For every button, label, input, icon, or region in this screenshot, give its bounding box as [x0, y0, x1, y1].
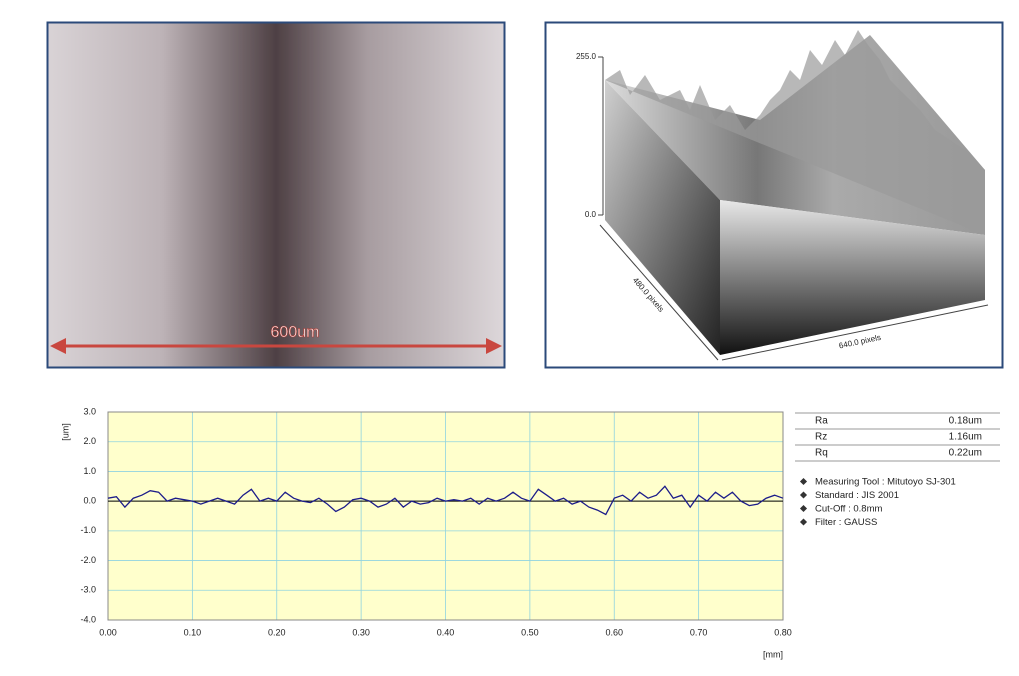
- bullet: [799, 518, 808, 526]
- roughness-chart: 3.0 2.0 1.0 0.0 -1.0 -2.0 -3.0 -4.00.00 0.10 0.20…: [60, 406, 791, 659]
- bullet: [799, 504, 808, 513]
- x-tick-label: 0.00: [99, 627, 117, 637]
- note: Measuring Tool : Mitutoyo SJ-301: [815, 477, 956, 488]
- param-value: 1.16um: [949, 432, 982, 443]
- x-tick-label: 0.50: [521, 627, 539, 637]
- y-tick-label: 2.0: [83, 436, 96, 446]
- y-tick-label: -3.0: [80, 585, 96, 595]
- z-top-label: 255.0: [576, 52, 597, 61]
- note: Standard : JIS 2001: [815, 490, 899, 501]
- surface-front: [720, 200, 985, 355]
- x-tick-label: 0.80: [774, 627, 792, 637]
- x-tick-label: 0.20: [268, 627, 286, 637]
- param-name: Rq: [815, 448, 828, 459]
- scale-label: 600um: [271, 324, 320, 341]
- arrow-head: [486, 338, 502, 354]
- plot-border: [107, 411, 784, 621]
- surface-peaks: [605, 30, 985, 235]
- surface-plot: 255.0 0.0 480.0 pixels 640.0 pixels: [544, 21, 1004, 369]
- x-axis-label: [mm]: [763, 649, 783, 659]
- y-axis: [599, 224, 719, 361]
- note: Filter : GAUSS: [815, 517, 877, 528]
- arrow-head: [50, 338, 66, 354]
- y-tick-label: 3.0: [83, 406, 96, 416]
- z-bottom-label: 0.0: [585, 210, 597, 219]
- param-value: 0.18um: [949, 416, 982, 427]
- bullet: [799, 491, 808, 499]
- y-axis-label: [um]: [60, 423, 70, 441]
- y-tick-label: -4.0: [80, 614, 96, 624]
- x-tick-label: 0.10: [184, 627, 202, 637]
- param-value: 0.22um: [949, 448, 982, 459]
- y-tick-label: 1.0: [83, 466, 96, 476]
- y-tick-label: -2.0: [80, 555, 96, 565]
- x-tick-label: 0.70: [690, 627, 708, 637]
- param-name: Ra: [815, 416, 828, 427]
- line-series: [107, 485, 784, 516]
- micrograph-image: [48, 23, 504, 367]
- note: Cut-Off : 0.8mm: [815, 504, 882, 515]
- x-axis: [721, 304, 989, 361]
- x-tick-label: 0.60: [605, 627, 623, 637]
- param-name: Rz: [815, 432, 827, 443]
- micrograph: 600um: [46, 21, 506, 369]
- results: Ra 0.18um Rz 1.16um Rq 0.22um Measuring Tool :…: [795, 412, 1000, 528]
- x-tick-label: 0.30: [352, 627, 370, 637]
- surface-side: [605, 80, 720, 355]
- frame: [46, 21, 506, 369]
- y-tick-label: 0.0: [83, 496, 96, 506]
- x-tick-label: 0.40: [437, 627, 455, 637]
- y-tick-label: -1.0: [80, 525, 96, 535]
- bullet: [799, 477, 808, 486]
